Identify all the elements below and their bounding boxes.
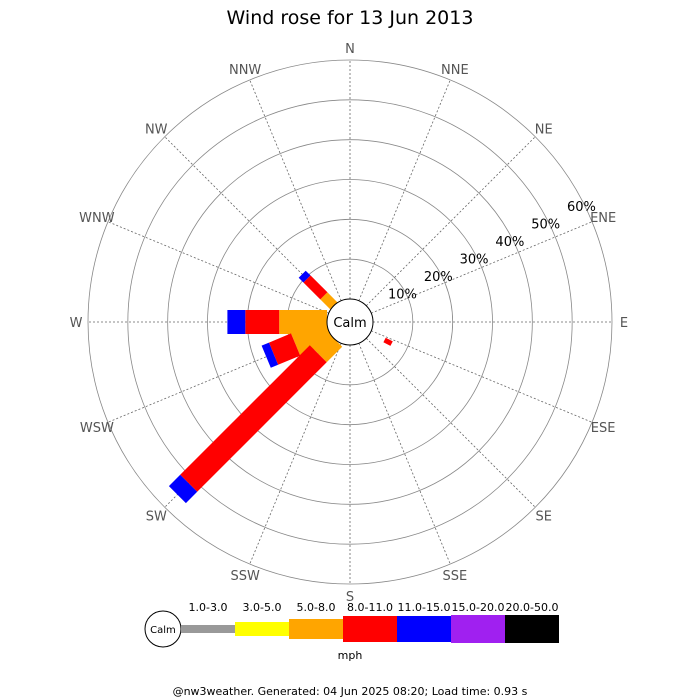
polar-grid: N NNE NE ENE E ESE SE SSE S SSW SW WSW W WNW NW NNW 10% 2… [70, 42, 629, 605]
direction-label-n: N [345, 42, 355, 57]
grid-ring-60 [87, 59, 613, 585]
legend-range-11.0-15.0: 11.0-15.0 [398, 601, 451, 614]
direction-label-sse: SSE [442, 569, 467, 584]
grid-ring-30 [207, 179, 493, 465]
chart-title: Wind rose for 13 Jun 2013 [227, 7, 474, 29]
direction-label-s: S [346, 590, 354, 605]
sector-bar-w-8.0-11.0 [245, 310, 280, 334]
sector-bar-nw-8.0-11.0 [303, 275, 328, 300]
direction-label-wnw: WNW [79, 211, 115, 226]
direction-label-sw: SW [146, 510, 167, 525]
sector-bar-sw-5.0-8.0 [309, 329, 343, 363]
sector-bars [168, 270, 393, 504]
sector-bar-nw-5.0-8.0 [320, 292, 338, 310]
direction-label-nne: NNE [441, 63, 469, 78]
legend-range-8.0-11.0: 8.0-11.0 [347, 601, 393, 614]
ring-label-10: 10% [388, 287, 417, 302]
direction-label-ssw: SSW [230, 569, 260, 584]
sector-bar-wsw-8.0-11.0 [269, 333, 301, 365]
legend-swatch-5.0-8.0 [289, 619, 343, 639]
grid-ring-50 [127, 99, 573, 545]
legend-swatch-11.0-15.0 [397, 616, 451, 642]
legend-range-15.0-20.0: 15.0-20.0 [452, 601, 505, 614]
calm-label: Calm [333, 316, 366, 331]
direction-label-ese: ESE [591, 421, 616, 436]
ring-label-20: 20% [424, 270, 453, 285]
sector-bar-wsw-5.0-8.0 [291, 319, 334, 356]
sector-bar-nw-11.0-15.0 [298, 270, 311, 283]
sector-bar-wsw-11.0-15.0 [261, 342, 279, 368]
grid-ring-40 [167, 139, 533, 505]
direction-label-e: E [620, 316, 628, 331]
direction-label-w: W [70, 316, 83, 331]
direction-label-nnw: NNW [229, 63, 261, 78]
direction-label-ene: ENE [590, 211, 616, 226]
legend-unit: mph [338, 649, 363, 662]
legend-swatch-8.0-11.0 [343, 616, 397, 642]
footer-text: @nw3weather. Generated: 04 Jun 2025 08:2… [173, 685, 528, 698]
legend-swatch-3.0-5.0 [235, 622, 289, 636]
ring-label-40: 40% [495, 235, 524, 250]
legend-range-3.0-5.0: 3.0-5.0 [243, 601, 282, 614]
legend-swatch-15.0-20.0 [451, 615, 505, 643]
direction-label-se: SE [536, 510, 552, 525]
sector-bar-w-11.0-15.0 [227, 310, 246, 334]
legend-range-5.0-8.0: 5.0-8.0 [297, 601, 336, 614]
direction-label-wsw: WSW [80, 421, 114, 436]
direction-label-ne: NE [535, 122, 553, 137]
legend-range-1.0-3.0: 1.0-3.0 [189, 601, 228, 614]
direction-label-nw: NW [145, 122, 168, 137]
sector-bar-sw-11.0-15.0 [168, 474, 198, 504]
speed-legend: Calm 1.0-3.0 3.0-5.0 5.0-8.0 8.0-11.0 11.0-15… [144, 601, 559, 662]
legend-calm-label: Calm [150, 625, 176, 636]
sector-bar-sw-8.0-11.0 [180, 345, 327, 492]
calm-circle [326, 298, 374, 346]
ring-label-50: 50% [531, 218, 560, 233]
calm-center: Calm [326, 298, 374, 346]
sector-bar-narrow [383, 337, 393, 346]
legend-range-20.0-50.0: 20.0-50.0 [506, 601, 559, 614]
ring-label-30: 30% [460, 253, 489, 268]
legend-swatch-1.0-3.0 [181, 625, 235, 633]
legend-swatch-20.0-50.0 [505, 615, 559, 643]
ring-label-60: 60% [567, 200, 596, 215]
